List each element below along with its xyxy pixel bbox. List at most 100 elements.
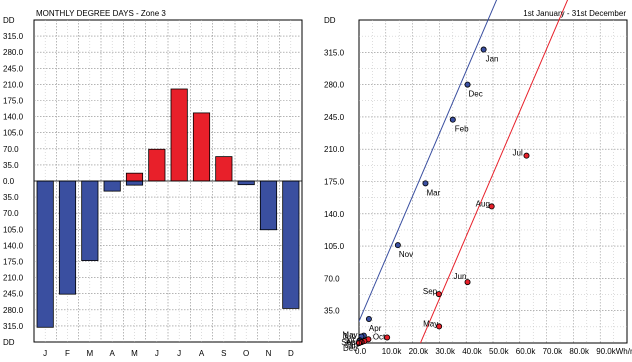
y-tick-label: 175.0: [3, 258, 24, 267]
bar-M: [81, 180, 99, 261]
x-tick-label: 40.0k: [462, 347, 483, 356]
x-tick-label: A: [109, 349, 115, 358]
point-0-Jan: [480, 46, 487, 53]
x-tick-label: 70.0k: [543, 347, 564, 356]
point-1-Jul: [523, 152, 530, 159]
x-tick-label: 20.0k: [409, 347, 430, 356]
y-tick-label: 315.0: [3, 32, 24, 41]
point-label: Feb: [455, 125, 469, 134]
point-0-Dec: [464, 81, 471, 88]
bar-J: [148, 148, 166, 182]
x-tick-label: 60.0k: [516, 347, 537, 356]
point-label: Jan: [345, 341, 358, 350]
point-1-Aug: [488, 203, 495, 210]
bar-D: [282, 180, 300, 309]
point-label: Mar: [426, 188, 440, 197]
y-tick-label: 35.0: [3, 161, 19, 170]
x-tick-label: S: [221, 349, 226, 358]
bar-cooling-M: [125, 172, 144, 182]
point-label: Jun: [343, 332, 356, 341]
y-tick-label: 105.0: [3, 225, 24, 234]
point-0-Apr: [365, 316, 372, 323]
chart-title: MONTHLY DEGREE DAYS - Zone 3: [36, 9, 166, 18]
point-label: Jun: [454, 272, 467, 281]
y-tick-label: 0.0: [3, 177, 15, 186]
point-label: Nov: [399, 250, 413, 259]
y-tick-label: 140.0: [3, 113, 24, 122]
y-tick-label: 70.0: [3, 209, 19, 218]
point-label: Sep: [423, 287, 438, 296]
point-label: Sep: [341, 338, 356, 347]
trend-line-1: [419, 0, 569, 343]
x-tick-label: 50.0k: [489, 347, 510, 356]
x-tick-label: J: [177, 349, 181, 358]
point-1-May: [436, 323, 443, 330]
bar-M: [125, 180, 144, 186]
bar-O: [237, 180, 255, 186]
bar-J: [36, 180, 54, 328]
point-label: Dec: [469, 90, 483, 99]
degree-days-scatter-chart: DD 315.0 280.0 245.0 210.0 175.0 140.0 105.0 70.…: [324, 0, 632, 356]
y-tick-label: 315.0: [324, 48, 345, 57]
bar-A: [192, 112, 211, 182]
y-tick-label: 280.0: [324, 81, 345, 90]
point-label: Jul: [513, 149, 523, 158]
point-label: Aug: [346, 338, 360, 347]
y-tick-label: 35.0: [3, 193, 19, 202]
y-tick-label: DD: [324, 16, 336, 25]
point-label: May: [423, 319, 438, 328]
y-tick-label: 105.0: [3, 129, 24, 138]
point-label: Apr: [369, 324, 382, 333]
y-tick-label: 210.0: [3, 274, 24, 283]
point-label: Jan: [486, 55, 499, 64]
point-1-Dec: [355, 339, 362, 346]
y-tick-label: 245.0: [324, 113, 345, 122]
point-0-Mar: [422, 180, 429, 187]
y-tick-label: 210.0: [324, 145, 345, 154]
y-tick-label: 175.0: [3, 97, 24, 106]
y-tick-label: 70.0: [3, 145, 19, 154]
y-tick-label: 140.0: [324, 210, 345, 219]
x-tick-label: J: [43, 349, 47, 358]
trend-line-0: [359, 0, 498, 323]
point-label: Aug: [476, 199, 490, 208]
bar-F: [58, 180, 77, 295]
y-tick-label: 105.0: [324, 242, 345, 251]
y-tick-label: 140.0: [3, 241, 24, 250]
monthly-degree-days-bar-chart: DD 315.0 280.0 245.0 210.0 175.0 140.0 105.0 70.…: [3, 9, 303, 358]
point-label: Dec: [343, 344, 357, 353]
bar-N: [259, 180, 278, 231]
point-label: Jul: [344, 336, 354, 345]
point-0-Nov: [394, 242, 401, 249]
bar-A: [103, 180, 121, 192]
point-0-Feb: [449, 116, 456, 123]
point-1-Oct: [384, 334, 391, 341]
x-tick-label: 30.0k: [435, 347, 456, 356]
x-tick-label: 10.0k: [382, 347, 403, 356]
y-tick-label: 35.0: [324, 307, 340, 316]
point-1-Sep: [435, 291, 442, 298]
x-tick-label: F: [65, 349, 70, 358]
x-tick-label: M: [131, 349, 138, 358]
x-tick-label: A: [199, 349, 205, 358]
x-tick-label: D: [288, 349, 294, 358]
y-tick-label: DD: [3, 338, 15, 347]
point-label: Oct: [373, 333, 386, 342]
y-tick-label: 315.0: [3, 322, 24, 331]
x-tick-label: 0.0: [355, 347, 367, 356]
bar-S: [215, 156, 233, 182]
x-tick-label: 90.0kWh/m: [596, 347, 632, 356]
x-tick-label: 80.0k: [569, 347, 590, 356]
y-tick-label: 245.0: [3, 64, 24, 73]
y-tick-label: 280.0: [3, 306, 24, 315]
point-label: May: [342, 331, 357, 340]
x-tick-label: M: [86, 349, 93, 358]
chart-title: 1st January - 31st December: [523, 9, 626, 18]
y-tick-label: 280.0: [3, 48, 24, 57]
y-tick-label: DD: [3, 16, 15, 25]
y-tick-label: 175.0: [324, 178, 345, 187]
y-tick-label: 210.0: [3, 80, 24, 89]
y-tick-label: 245.0: [3, 290, 24, 299]
point-1-Jun: [464, 279, 471, 286]
